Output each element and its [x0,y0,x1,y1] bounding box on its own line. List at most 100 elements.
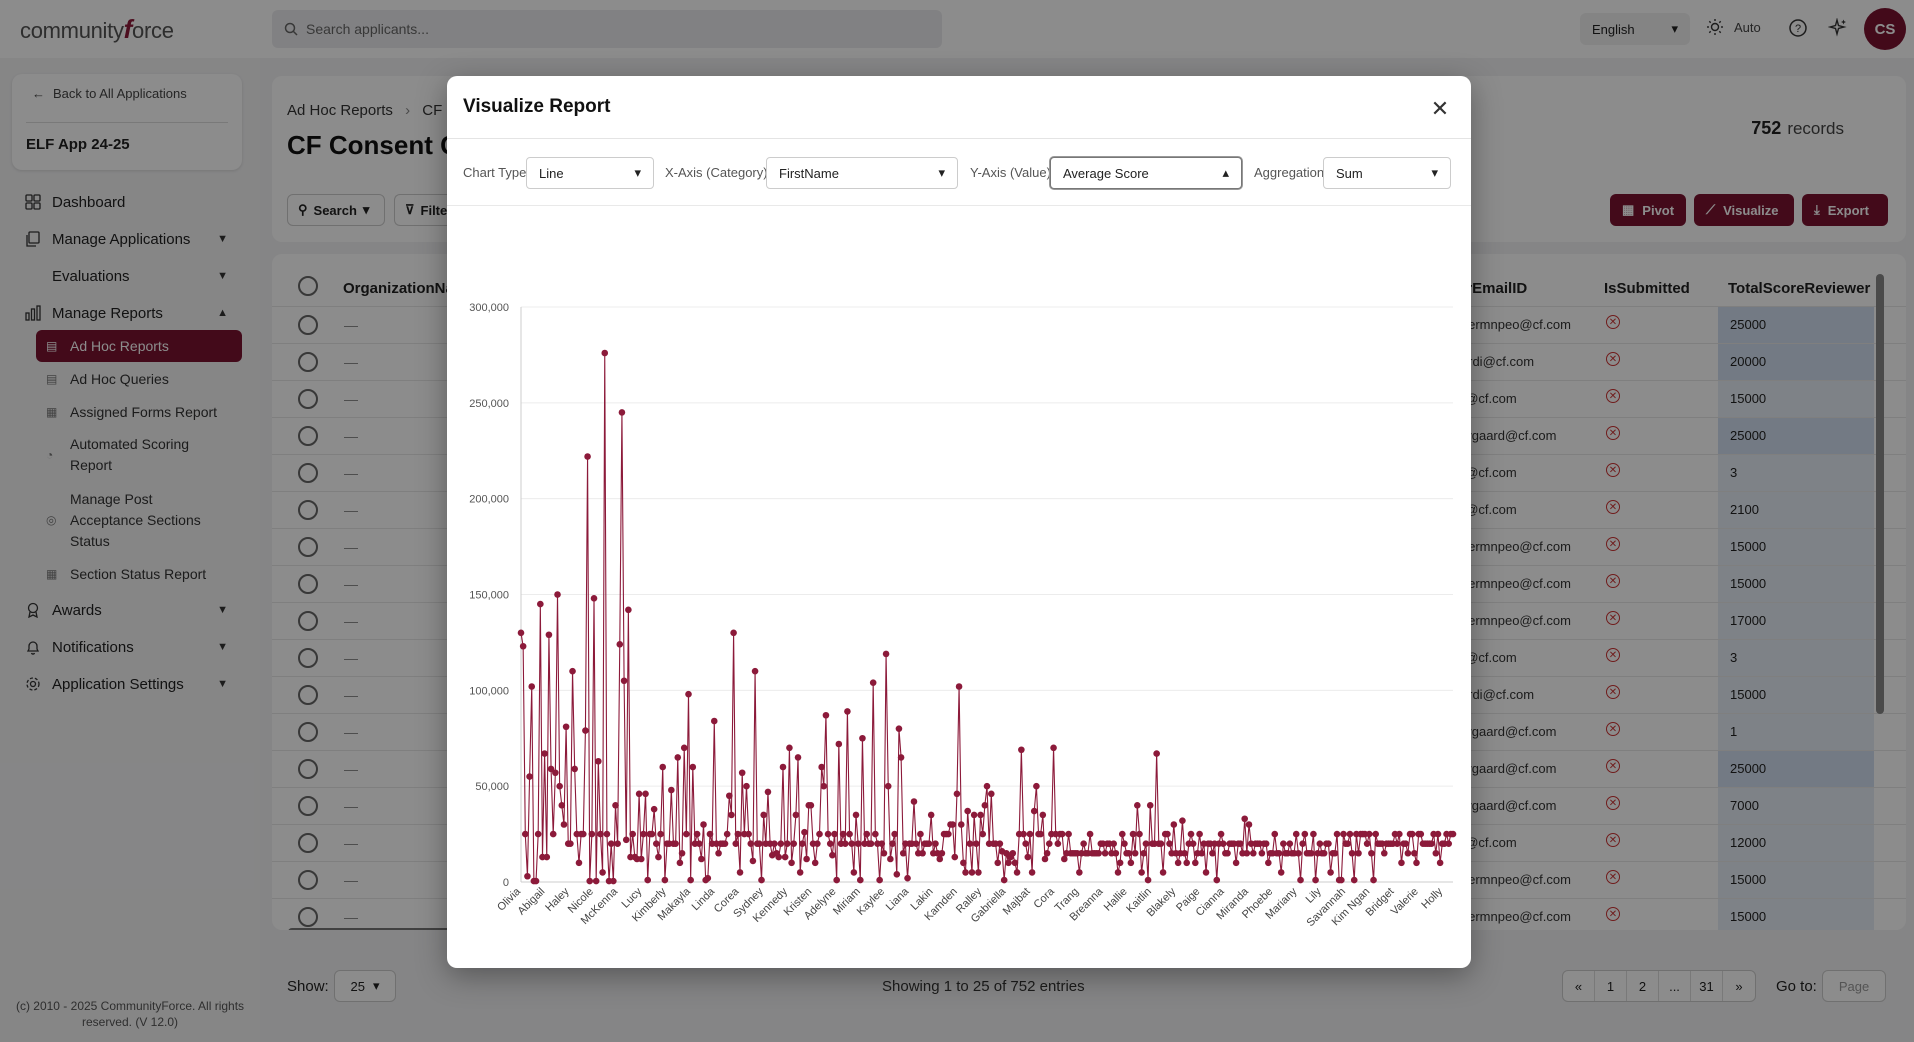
visualize-report-modal: Visualize Report ✕ Chart Type Line ▾ X-Ax… [447,76,1471,968]
chart-type-select[interactable]: Line ▾ [526,157,654,189]
data-point [850,869,858,876]
total-score-cell: 25000 [1718,751,1874,787]
search-button[interactable]: ⚲ Search ▾ [287,194,385,226]
breadcrumb-root[interactable]: Ad Hoc Reports [287,102,393,119]
data-point [966,840,974,847]
organization-cell: — [344,428,358,444]
row-select-radio[interactable] [298,685,318,705]
page-button[interactable]: 2 [1627,971,1659,1001]
sidebar-item-evaluations[interactable]: Evaluations ▼ [24,262,240,290]
vertical-scrollbar[interactable] [1876,274,1884,714]
sidebar-subitem-manage-post-acceptance[interactable]: ◎ Manage Post Acceptance Sections Status [36,488,242,552]
data-point [528,683,536,690]
sidebar-subitem-ad-hoc-queries[interactable]: ▤ Ad Hoc Queries [36,365,242,393]
row-select-radio[interactable] [298,463,318,483]
sidebar-item-application-settings[interactable]: Application Settings ▼ [24,670,240,698]
aggregation-value: Sum [1336,165,1363,181]
data-point [852,811,860,819]
page-prev-button[interactable]: « [1563,971,1595,1001]
table-row[interactable]: — nygaard@cf.com ✕ 7000 [272,787,1906,824]
column-header-email[interactable]: erEmailID [1458,280,1528,297]
data-point [1164,830,1171,838]
row-select-radio[interactable] [298,426,318,446]
pivot-button[interactable]: ▦ Pivot [1610,194,1686,226]
data-point [1262,840,1270,847]
x-tick-label: Majbat [1001,886,1033,918]
sidebar-item-awards[interactable]: Awards ▼ [24,596,240,624]
x-circle-icon: ✕ [1606,389,1620,403]
data-point [814,840,821,847]
row-select-radio[interactable] [298,611,318,631]
record-count: 752 records [1751,118,1844,139]
page-size-select[interactable]: 25 ▾ [334,970,396,1002]
horizontal-scrollbar[interactable] [288,928,488,930]
sidebar-subitem-assigned-forms-report[interactable]: ▦ Assigned Forms Report [36,398,242,426]
x-tick-label: Holly [1419,885,1445,911]
sun-icon [1707,19,1723,35]
data-point [1327,869,1334,876]
column-header-totalscore[interactable]: TotalScoreReviewer [1728,280,1871,297]
data-point [1275,849,1283,857]
row-select-radio[interactable] [298,870,318,890]
table-row[interactable]: — hiermnpeo@cf.com ✕ 15000 [272,898,1906,930]
goto-page-input[interactable]: Page [1822,970,1886,1002]
x-axis-select[interactable]: FirstName ▾ [766,157,958,189]
aggregation-select[interactable]: Sum ▾ [1323,157,1451,189]
column-header-organization[interactable]: OrganizationNa [343,280,454,297]
row-select-radio[interactable] [298,833,318,853]
row-select-radio[interactable] [298,500,318,520]
column-header-issubmitted[interactable]: IsSubmitted [1604,280,1690,297]
svg-text:?: ? [1795,23,1801,35]
row-select-radio[interactable] [298,796,318,816]
row-select-radio[interactable] [298,648,318,668]
sidebar-subitem-automated-scoring-report[interactable]: ◔ Automated Scoring Report [36,435,242,475]
sidebar-subitem-ad-hoc-reports[interactable]: ▤ Ad Hoc Reports [36,330,242,362]
row-select-radio[interactable] [298,352,318,372]
language-select[interactable]: English ▾ [1580,13,1690,45]
data-point [846,830,853,838]
visualize-button[interactable]: ⟋ Visualize [1694,194,1794,226]
search-icon [284,22,298,36]
y-axis-value: Average Score [1063,165,1149,181]
export-button[interactable]: ⤓ Export [1802,194,1888,226]
data-point [612,802,619,809]
sparkle-icon[interactable] [1828,18,1848,38]
organization-cell: — [344,317,358,333]
row-select-radio[interactable] [298,389,318,409]
data-point [1432,849,1440,857]
communityforce-logo[interactable]: communityforce [20,14,174,45]
y-axis-select[interactable]: Average Score ▴ [1050,157,1242,189]
sidebar-subitem-section-status-report[interactable]: ▦ Section Status Report [36,560,242,588]
avatar[interactable]: CS [1864,8,1906,50]
row-select-radio[interactable] [298,315,318,335]
row-select-radio[interactable] [298,722,318,742]
chevron-down-icon: ▾ [938,165,945,180]
sidebar-item-manage-applications[interactable]: Manage Applications ▼ [24,225,240,253]
filter-button[interactable]: ⊽ Filte [394,194,454,226]
data-point [1129,830,1137,838]
page-button[interactable]: 31 [1691,971,1723,1001]
page-button[interactable]: 1 [1595,971,1627,1001]
data-point [554,591,561,598]
row-select-radio[interactable] [298,907,318,927]
sidebar-item-dashboard[interactable]: Dashboard [24,188,240,216]
data-point [728,811,735,819]
page-next-button[interactable]: » [1735,978,1743,994]
row-select-radio[interactable] [298,759,318,779]
back-to-applications-link[interactable]: ← Back to All Applications [32,86,187,101]
select-all-radio[interactable] [298,276,318,296]
data-point [1408,830,1416,838]
row-select-radio[interactable] [298,574,318,594]
row-select-radio[interactable] [298,537,318,557]
search-applicants-input[interactable]: Search applicants... [272,10,942,48]
sidebar-item-notifications[interactable]: Notifications ▼ [24,633,240,661]
data-point [790,840,798,847]
theme-toggle[interactable]: Auto [1706,18,1761,36]
close-icon[interactable]: ✕ [1430,96,1450,121]
sidebar-item-manage-reports[interactable]: Manage Reports ▲ [24,299,240,327]
help-icon[interactable]: ? [1788,18,1808,38]
data-point [1043,849,1051,857]
data-point [1196,830,1203,838]
email-cell: birdi@cf.com [1458,687,1535,702]
data-point [972,840,980,847]
